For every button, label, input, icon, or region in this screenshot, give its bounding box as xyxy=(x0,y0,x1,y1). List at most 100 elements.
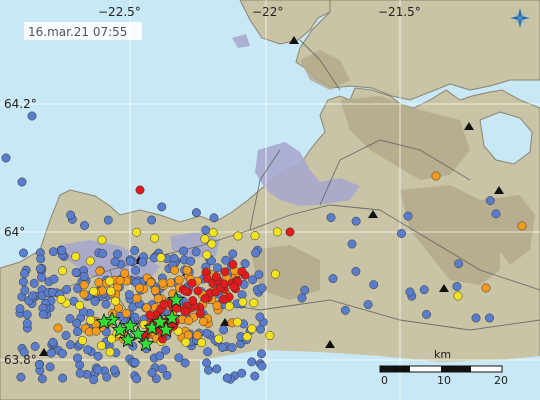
earthquake-dot xyxy=(219,279,229,289)
earthquake-dot xyxy=(135,283,144,293)
earthquake-dot xyxy=(110,257,120,267)
earthquake-dot xyxy=(153,294,163,304)
lat-label: 64.2° xyxy=(4,97,37,111)
earthquake-dot xyxy=(222,373,232,383)
earthquake-dot xyxy=(36,254,46,264)
earthquake-dot xyxy=(156,253,166,263)
earthquake-dot xyxy=(58,373,68,383)
earthquake-dot xyxy=(79,271,89,281)
earthquake-dot xyxy=(240,259,250,269)
earthquake-dot xyxy=(250,371,260,381)
earthquake-dot xyxy=(214,334,224,344)
earthquake-dot xyxy=(37,374,47,384)
earthquake-dot xyxy=(272,227,282,237)
earthquake-dot xyxy=(255,324,265,334)
earthquake-dot xyxy=(270,269,280,279)
station-marker xyxy=(368,210,378,218)
earthquake-dot xyxy=(405,287,415,297)
earthquake-dot xyxy=(170,265,180,275)
lon-label: −21.5° xyxy=(378,5,421,19)
earthquake-dot xyxy=(248,275,258,285)
earthquake-dot xyxy=(48,287,57,297)
hills-shading xyxy=(250,50,535,300)
earthquake-dot xyxy=(218,343,227,352)
earthquake-dot xyxy=(187,278,197,288)
large-quake-star xyxy=(137,334,155,352)
earthquake-dot xyxy=(95,266,105,276)
earthquake-dot xyxy=(351,266,361,276)
earthquake-dot xyxy=(431,171,441,181)
earthquake-dot xyxy=(220,267,230,277)
earthquake-dot xyxy=(201,225,211,235)
earthquake-dot xyxy=(1,153,11,163)
earthquake-dot xyxy=(174,353,184,363)
earthquake-dot xyxy=(19,347,29,357)
earthquake-dot xyxy=(219,325,229,335)
earthquake-dot xyxy=(257,349,266,359)
earthquake-dot xyxy=(203,347,213,357)
earthquake-dot xyxy=(212,364,222,374)
earthquake-dot xyxy=(151,374,161,384)
earthquake-dot xyxy=(79,289,89,299)
earthquake-dot xyxy=(363,300,373,310)
earthquake-dot xyxy=(485,313,494,323)
scale-bar: km 0 10 20 xyxy=(379,348,508,387)
earthquake-dot xyxy=(419,285,429,295)
timestamp-box xyxy=(24,22,142,40)
lake xyxy=(479,111,533,165)
earthquake-dot xyxy=(105,276,115,286)
earthquake-dot xyxy=(208,228,218,238)
earthquake-dot xyxy=(56,294,66,304)
earthquake-dot xyxy=(159,299,169,309)
earthquake-dot xyxy=(132,374,142,384)
lon-label: −22.5° xyxy=(98,5,141,19)
earthquake-dot xyxy=(218,294,228,304)
earthquake-dot xyxy=(491,209,501,219)
earthquake-dot xyxy=(147,368,157,378)
earthquake-dot xyxy=(242,332,252,342)
earthquake-dot xyxy=(251,248,261,258)
earthquake-dot xyxy=(111,296,120,306)
earthquake-dot xyxy=(72,319,82,328)
earthquake-dot xyxy=(35,264,45,274)
land-northeast xyxy=(295,0,540,101)
earthquake-dot xyxy=(228,249,238,259)
earthquake-dot xyxy=(93,351,103,361)
earthquake-dot xyxy=(113,249,122,259)
earthquake-dot xyxy=(422,310,431,319)
earthquake-dot xyxy=(255,312,265,322)
earthquake-dot xyxy=(227,343,237,353)
earthquake-dot xyxy=(58,349,67,358)
earthquake-dot xyxy=(65,340,75,350)
earthquake-dot xyxy=(138,257,148,267)
earthquake-dot xyxy=(115,275,125,285)
earthquake-dot xyxy=(49,274,59,284)
lat-label: 64° xyxy=(4,225,25,239)
compass-star-logo-icon xyxy=(510,8,530,28)
earthquake-dot xyxy=(233,231,243,241)
earthquake-dot xyxy=(124,290,134,300)
earthquake-dot xyxy=(188,296,198,306)
earthquake-dot xyxy=(73,353,82,363)
earthquake-dot xyxy=(135,185,145,195)
earthquake-dot xyxy=(202,273,212,283)
earthquake-dot xyxy=(78,336,87,345)
earthquake-dot xyxy=(257,361,267,371)
large-quake-star xyxy=(129,324,147,342)
earthquake-dot xyxy=(471,313,481,323)
earthquake-dot xyxy=(97,235,107,245)
earthquake-dot xyxy=(146,277,156,287)
earthquake-dot xyxy=(485,196,495,206)
earthquake-dot xyxy=(204,365,213,375)
earthquake-dot xyxy=(517,221,527,231)
earthquake-dot xyxy=(162,370,172,380)
earthquake-dot xyxy=(89,286,99,296)
earthquake-dot xyxy=(91,326,101,336)
earthquake-dot xyxy=(106,286,116,296)
earthquake-dot xyxy=(62,285,72,294)
earthquake-dot xyxy=(202,250,212,260)
earthquake-dot xyxy=(191,247,201,257)
large-quake-star xyxy=(163,308,181,326)
large-quake-star xyxy=(157,320,175,338)
station-marker xyxy=(289,36,299,44)
